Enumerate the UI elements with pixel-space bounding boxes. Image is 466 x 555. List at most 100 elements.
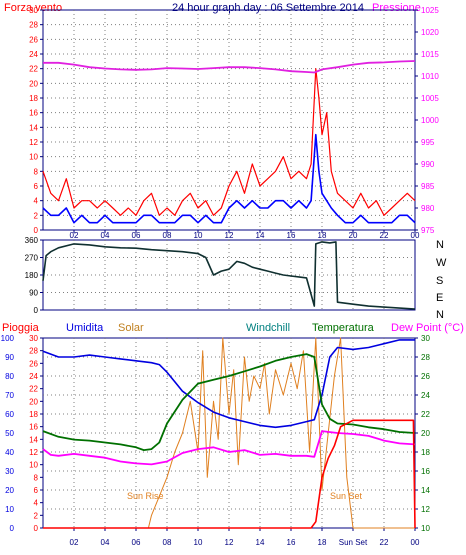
wind-ytick-20: 20 bbox=[29, 79, 38, 88]
wind-xtick-00: 00 bbox=[411, 231, 420, 240]
wind-xtick-02: 02 bbox=[70, 231, 79, 240]
wind-ytick-22: 22 bbox=[29, 65, 38, 74]
rain-ytick-2: 2 bbox=[34, 511, 39, 520]
temp-ytick-30: 30 bbox=[421, 334, 430, 343]
temp-xtick-12: 12 bbox=[225, 538, 234, 547]
series-lines bbox=[42, 60, 416, 529]
dir-ytick-270: 270 bbox=[25, 254, 39, 263]
pressure-ytick-975: 975 bbox=[421, 226, 435, 235]
rain-ytick-12: 12 bbox=[29, 448, 38, 457]
graph-title: 24 hour graph day : 06 Settembre 2014 bbox=[172, 2, 364, 14]
wind-xtick-22: 22 bbox=[380, 231, 389, 240]
grid-lines bbox=[43, 10, 415, 528]
temperature-line bbox=[42, 353, 416, 452]
wind-ytick-18: 18 bbox=[29, 94, 38, 103]
wind-xtick-08: 08 bbox=[163, 231, 172, 240]
wind-ytick-2: 2 bbox=[34, 211, 39, 220]
wind-average-line bbox=[42, 133, 416, 224]
temp-ytick-14: 14 bbox=[421, 486, 430, 495]
temp-ytick-28: 28 bbox=[421, 353, 430, 362]
temp-xtick-02: 02 bbox=[70, 538, 79, 547]
humidity-ytick-90: 90 bbox=[5, 353, 14, 362]
dir-ytick-360: 360 bbox=[25, 236, 39, 245]
humidity-ytick-100: 100 bbox=[1, 334, 15, 343]
wind-xtick-16: 16 bbox=[287, 231, 296, 240]
wind-xtick-06: 06 bbox=[132, 231, 141, 240]
dewpoint-label: Dew Point (°C) bbox=[391, 322, 464, 334]
humidity-ytick-50: 50 bbox=[5, 429, 14, 438]
temp-ytick-12: 12 bbox=[421, 505, 430, 514]
rain-line bbox=[43, 419, 416, 529]
pressure-ytick-1025: 1025 bbox=[421, 6, 439, 15]
temp-xtick-18: 18 bbox=[318, 538, 327, 547]
solar-line bbox=[43, 337, 415, 529]
wind-ytick-26: 26 bbox=[29, 35, 38, 44]
temp-ytick-24: 24 bbox=[421, 391, 430, 400]
temp-ytick-22: 22 bbox=[421, 410, 430, 419]
wind-force-label: Forza vento bbox=[4, 2, 62, 14]
pressure-ytick-990: 990 bbox=[421, 160, 435, 169]
rain-ytick-4: 4 bbox=[34, 499, 39, 508]
wind-ytick-24: 24 bbox=[29, 50, 38, 59]
temp-ytick-20: 20 bbox=[421, 429, 430, 438]
wind-direction-line bbox=[42, 241, 416, 310]
temp-xtick-10: 10 bbox=[194, 538, 203, 547]
temp-xtick-08: 08 bbox=[163, 538, 172, 547]
pressure-ytick-995: 995 bbox=[421, 138, 435, 147]
dir-ytick-90: 90 bbox=[29, 289, 38, 298]
rain-ytick-18: 18 bbox=[29, 410, 38, 419]
sunrise-annotation: Sun Rise bbox=[127, 491, 164, 501]
wind-ytick-4: 4 bbox=[34, 197, 39, 206]
direction-letter-n-bottom: N bbox=[436, 309, 444, 321]
temp-xtick-22: 22 bbox=[380, 538, 389, 547]
temp-ytick-10: 10 bbox=[421, 524, 430, 533]
wind-ytick-0: 0 bbox=[34, 226, 39, 235]
humidity-ytick-30: 30 bbox=[5, 467, 14, 476]
rain-ytick-26: 26 bbox=[29, 359, 38, 368]
humidity-ytick-0: 0 bbox=[10, 524, 15, 533]
wind-xtick-14: 14 bbox=[256, 231, 265, 240]
pressure-ytick-1015: 1015 bbox=[421, 50, 439, 59]
rain-ytick-8: 8 bbox=[34, 473, 39, 482]
wind-ytick-14: 14 bbox=[29, 123, 38, 132]
direction-letter-e: E bbox=[436, 292, 443, 304]
rain-ytick-10: 10 bbox=[29, 461, 38, 470]
wind-xtick-10: 10 bbox=[194, 231, 203, 240]
pressure-ytick-1020: 1020 bbox=[421, 28, 439, 37]
humidity-label: Umidita bbox=[66, 322, 104, 334]
dir-ytick-0: 0 bbox=[34, 306, 39, 315]
rain-ytick-0: 0 bbox=[34, 524, 39, 533]
windchill-label: Windchill bbox=[246, 322, 290, 334]
wind-ytick-16: 16 bbox=[29, 109, 38, 118]
humidity-ytick-60: 60 bbox=[5, 410, 14, 419]
humidity-line bbox=[42, 339, 415, 429]
wind-xtick-20: 20 bbox=[349, 231, 358, 240]
wind-xtick-18: 18 bbox=[318, 231, 327, 240]
rain-ytick-22: 22 bbox=[29, 385, 38, 394]
rain-ytick-14: 14 bbox=[29, 435, 38, 444]
humidity-ytick-20: 20 bbox=[5, 486, 14, 495]
wind-ytick-8: 8 bbox=[34, 167, 39, 176]
humidity-ytick-10: 10 bbox=[5, 505, 14, 514]
pressure-label: Pressione bbox=[372, 2, 421, 14]
solar-label: Solar bbox=[118, 322, 144, 334]
pressure-line bbox=[43, 60, 416, 74]
temp-xtick-sunset: Sun Set bbox=[339, 538, 368, 547]
rain-ytick-20: 20 bbox=[29, 397, 38, 406]
temp-xtick-16: 16 bbox=[287, 538, 296, 547]
dir-ytick-180: 180 bbox=[25, 271, 39, 280]
direction-letter-w: W bbox=[436, 257, 447, 269]
wind-xtick-04: 04 bbox=[101, 231, 110, 240]
wind-ytick-12: 12 bbox=[29, 138, 38, 147]
rain-ytick-30: 30 bbox=[29, 334, 38, 343]
pressure-ytick-1005: 1005 bbox=[421, 94, 439, 103]
rain-label: Pioggia bbox=[2, 322, 40, 334]
temp-ytick-26: 26 bbox=[421, 372, 430, 381]
temp-xtick-04: 04 bbox=[101, 538, 110, 547]
direction-letter-s: S bbox=[436, 275, 443, 287]
humidity-ytick-70: 70 bbox=[5, 391, 14, 400]
temp-ytick-16: 16 bbox=[421, 467, 430, 476]
temp-xtick-00: 00 bbox=[411, 538, 420, 547]
